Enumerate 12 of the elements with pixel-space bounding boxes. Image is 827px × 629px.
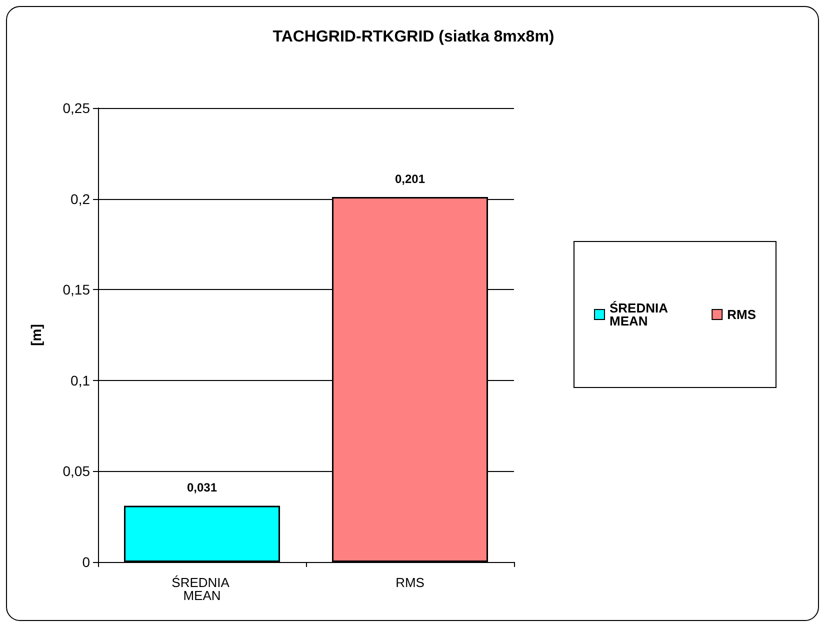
chart-title: TACHGRID-RTKGRID (siatka 8mx8m) xyxy=(272,28,554,46)
y-axis-title: [m] xyxy=(28,324,44,346)
data-label: 0,201 xyxy=(394,172,426,186)
y-tick-label: 0,25 xyxy=(62,100,90,116)
y-tick-label: 0,1 xyxy=(70,372,90,388)
data-label: 0,031 xyxy=(186,480,218,495)
y-tick-label: 0,2 xyxy=(70,190,90,207)
legend-label: ŚREDNIA MEAN xyxy=(609,300,672,328)
y-tick-label: 0,05 xyxy=(62,463,90,480)
y-tick-label: 0 xyxy=(82,554,90,570)
legend-label: RMS xyxy=(727,307,756,322)
y-tick-label: 0,15 xyxy=(62,282,90,298)
